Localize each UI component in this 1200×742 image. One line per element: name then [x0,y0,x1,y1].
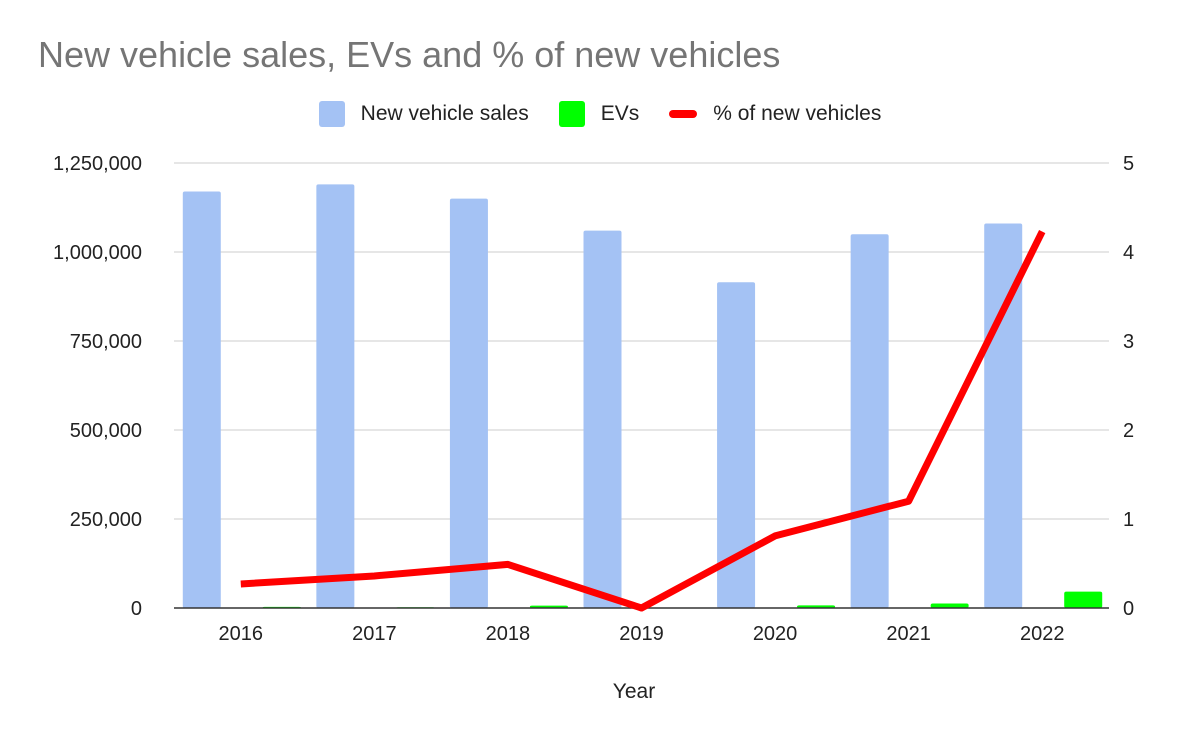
bars [182,184,1103,609]
bar-evs-2021 [930,603,969,608]
x-axis-title: Year [613,680,655,703]
y-axis-left: 0 250,000 500,000 750,000 1,000,000 1,250,000 [53,153,142,620]
legend-item-evs[interactable]: EVs [558,101,640,127]
y-tick-label-left: 0 [131,598,142,620]
bar-new-vehicle-sales-2021 [850,234,889,608]
y-tick-label-right: 3 [1123,331,1134,353]
y-tick-label-left: 250,000 [70,509,142,531]
legend-swatch-percent-new-vehicles [669,110,698,118]
legend-label-evs: EVs [600,102,640,125]
x-tick-label: 2021 [886,623,931,645]
bar-new-vehicle-sales-2019 [583,230,622,608]
bar-new-vehicle-sales-2018 [449,198,488,608]
x-tick-label: 2018 [486,623,531,645]
line-percent-of-new-vehicles [240,229,1046,612]
y-tick-label-left: 750,000 [70,331,142,353]
y-tick-label-right: 4 [1123,242,1134,264]
y-tick-label-right: 0 [1123,598,1134,620]
x-axis: 2016 2017 2018 2019 2020 2021 2022 [174,607,1109,645]
x-tick-label: 2017 [352,623,397,645]
legend-item-new-vehicle-sales[interactable]: New vehicle sales [318,101,529,127]
x-tick-label: 2016 [219,623,264,645]
y-tick-label-left: 1,250,000 [53,153,142,175]
legend-label-percent-new-vehicles: % of new vehicles [713,102,882,125]
chart-title: New vehicle sales, EVs and % of new vehi… [38,34,781,75]
legend: New vehicle sales EVs % of new vehicles [0,100,1200,128]
legend-item-percent-new-vehicles[interactable]: % of new vehicles [669,102,881,126]
percent-line-series [240,229,1046,612]
x-tick-label: 2020 [753,623,798,645]
x-tick-label: 2019 [619,623,664,645]
gridlines [174,162,1109,520]
y-axis-right: 0 1 2 3 4 5 [1123,153,1134,620]
y-tick-label-right: 2 [1123,420,1134,442]
bar-new-vehicle-sales-2022 [984,223,1023,608]
bar-new-vehicle-sales-2017 [316,184,355,609]
bar-new-vehicle-sales-2016 [182,191,221,609]
y-tick-label-right: 5 [1123,153,1134,175]
y-tick-label-left: 1,000,000 [53,242,142,264]
bar-evs-2022 [1064,591,1103,608]
y-tick-label-right: 1 [1123,509,1134,531]
y-tick-label-left: 500,000 [70,420,142,442]
legend-label-new-vehicle-sales: New vehicle sales [360,102,529,125]
legend-swatch-evs [558,101,585,127]
bar-new-vehicle-sales-2020 [717,282,756,608]
x-tick-label: 2022 [1020,623,1065,645]
legend-swatch-new-vehicle-sales [318,101,345,127]
